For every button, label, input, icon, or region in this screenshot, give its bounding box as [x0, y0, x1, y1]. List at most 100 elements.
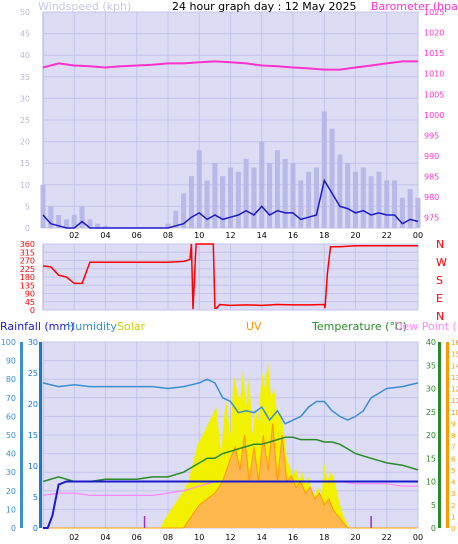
gust-bar: [415, 197, 421, 228]
x-tick-label: 00: [413, 231, 423, 240]
humidity-axis-bar: [20, 342, 23, 528]
direction-tick-label: 0: [30, 306, 35, 315]
humidity-tick-label: 100: [1, 338, 16, 347]
gust-bar: [204, 180, 210, 228]
gust-bar: [235, 171, 241, 228]
temperature-tick-label: 25: [426, 408, 436, 417]
uv-tick-label: 13: [451, 374, 458, 382]
x-tick-label: 14: [257, 231, 267, 240]
series-humidity: [42, 378, 419, 425]
wind-tick-label: 5: [25, 202, 30, 211]
gust-bar: [173, 210, 179, 228]
x-tick-label: 08: [163, 533, 173, 542]
uv-tick-label: 14: [451, 362, 458, 370]
humidity-tick-label: 90: [6, 357, 16, 366]
wind-tick-label: 30: [20, 94, 30, 103]
x-tick-label: 12: [225, 533, 235, 542]
uv-tick-label: 3: [451, 490, 455, 498]
barometer-tick-label: 990: [424, 152, 439, 161]
direction-tick-label: 90: [25, 290, 35, 299]
humidity-tick-label: 50: [6, 431, 16, 440]
direction-tick-label: 225: [20, 265, 35, 274]
gust-bar: [290, 163, 296, 228]
axes-labels: 0510152025303540455097598098599099510001…: [1, 8, 458, 542]
gust-bar: [48, 206, 54, 228]
x-tick-label: 12: [225, 231, 235, 240]
compass-label: S: [436, 274, 443, 287]
gust-bar: [188, 176, 194, 228]
uv-tick-label: 6: [451, 455, 456, 463]
gust-bar: [337, 154, 343, 228]
wind-tick-label: 10: [20, 181, 30, 190]
direction-tick-label: 270: [20, 257, 35, 266]
gust-bar: [353, 171, 358, 228]
x-tick-label: 02: [69, 533, 79, 542]
direction-tick-label: 315: [20, 248, 35, 257]
barometer-tick-label: 975: [424, 214, 439, 223]
uv-tick-label: 10: [451, 409, 458, 417]
direction-grid: [43, 243, 419, 311]
gust-bar: [212, 163, 218, 228]
barometer-tick-label: 1000: [424, 111, 444, 120]
gust-bar: [87, 219, 93, 228]
legend-humidity: Humidity: [67, 320, 117, 333]
gust-bar: [103, 225, 108, 228]
uv-axis-bar: [446, 342, 449, 528]
gust-bar: [321, 111, 327, 228]
barometer-tick-label: 1005: [424, 90, 444, 99]
uv-tick-label: 0: [451, 525, 455, 533]
legend-uv: UV: [246, 320, 262, 333]
gust-bar: [196, 150, 202, 228]
wind-tick-label: 25: [20, 116, 30, 125]
gust-bar: [407, 189, 413, 228]
gust-bar: [165, 223, 171, 228]
x-tick-label: 22: [382, 231, 392, 240]
humidity-tick-label: 40: [6, 450, 16, 459]
gust-bar: [329, 128, 335, 228]
uv-tick-label: 1: [451, 513, 455, 521]
gust-bar: [63, 219, 69, 228]
compass-label: N: [436, 310, 444, 323]
x-tick-label: 10: [194, 533, 204, 542]
barometer-tick-label: 1020: [424, 29, 444, 38]
chart-title: 24 hour graph day : 12 May 2025: [172, 0, 357, 13]
gust-bar: [399, 197, 405, 228]
humidity-tick-label: 70: [6, 394, 16, 403]
barometer-tick-label: 985: [424, 173, 439, 182]
gust-bar: [274, 150, 280, 228]
barometer-tick-label: 995: [424, 131, 439, 140]
barometer-tick-label: 980: [424, 193, 439, 202]
gust-bar: [345, 163, 351, 228]
temperature-tick-label: 30: [426, 385, 436, 394]
series-wind-direction: [42, 243, 418, 310]
compass-label: W: [436, 256, 447, 269]
gust-bar: [267, 163, 273, 228]
gust-bar: [384, 180, 390, 228]
rain-tick-label: 15: [28, 431, 38, 440]
gust-bar: [243, 158, 249, 228]
direction-tick-label: 45: [25, 298, 35, 307]
rain-tick-label: 20: [28, 400, 38, 409]
series-barometer-hpa-: [42, 60, 418, 71]
temperature-tick-label: 0: [431, 524, 436, 533]
compass-label: N: [436, 238, 444, 251]
series-uv: [43, 423, 418, 528]
barometer-tick-label: 1015: [424, 49, 444, 58]
wind-tick-label: 15: [20, 159, 30, 168]
gust-bar: [313, 167, 319, 228]
gust-bar: [376, 171, 382, 228]
series-windspeed-kph-: [42, 178, 419, 229]
uv-tick-label: 4: [451, 479, 456, 487]
temp-plot: [42, 360, 419, 529]
gust-bar: [56, 215, 62, 228]
gust-bar: [392, 180, 398, 228]
series-rainfall-mm-: [43, 480, 418, 529]
rain-tick-label: 10: [28, 462, 38, 471]
direction-plot: [42, 243, 418, 310]
x-tick-label: 04: [100, 231, 110, 240]
temperature-tick-label: 40: [426, 338, 436, 347]
gust-bar: [181, 193, 187, 228]
gust-bar: [306, 171, 312, 228]
wind-axis-title: Windspeed (kph): [38, 0, 131, 13]
temperature-tick-label: 15: [426, 454, 436, 463]
